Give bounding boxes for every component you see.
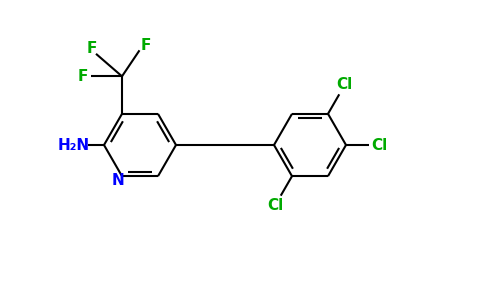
Text: Cl: Cl bbox=[337, 77, 353, 92]
Text: F: F bbox=[140, 38, 151, 53]
Text: Cl: Cl bbox=[371, 137, 388, 152]
Text: F: F bbox=[77, 69, 88, 84]
Text: F: F bbox=[87, 41, 97, 56]
Text: H₂N: H₂N bbox=[58, 137, 90, 152]
Text: N: N bbox=[112, 173, 124, 188]
Text: Cl: Cl bbox=[267, 198, 283, 213]
